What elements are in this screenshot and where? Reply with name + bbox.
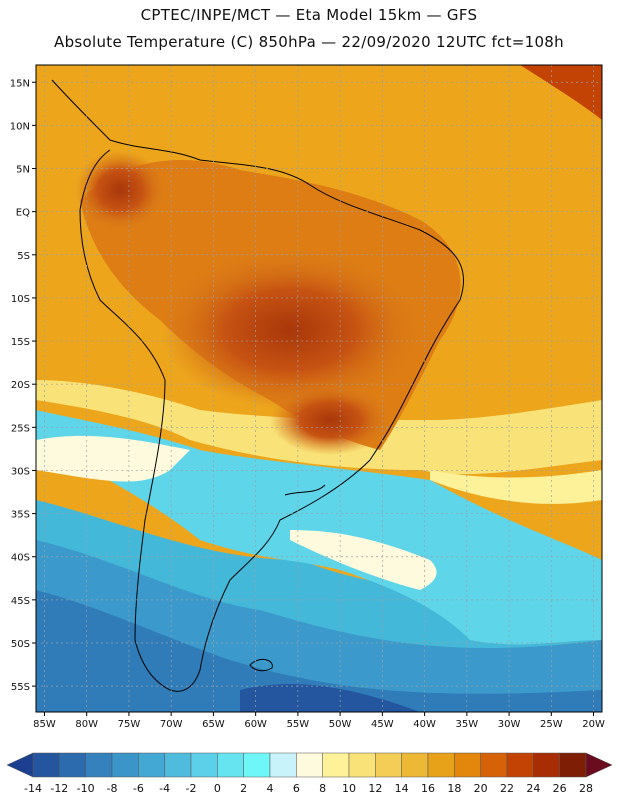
- map-frame: [35, 64, 603, 713]
- colorbar-swatch: [190, 752, 218, 778]
- lon-tick-label: 65W: [202, 719, 225, 730]
- lon-tick-label: 20W: [582, 719, 605, 730]
- colorbar-label: 28: [579, 782, 593, 795]
- colorbar-swatch: [480, 752, 508, 778]
- colorbar-swatch: [506, 752, 534, 778]
- colorbar-label: 20: [474, 782, 488, 795]
- colorbar-label: 16: [421, 782, 435, 795]
- colorbar-swatch: [217, 752, 244, 778]
- lat-tick-label: 15S: [11, 337, 30, 348]
- temperature-colorbar: -14 -12 -10 -8 -6 -4 -2 0 2 4 6 8 10 12 14 16 18 20 22 24 26…: [6, 752, 613, 795]
- map-title-line1: CPTEC/INPE/MCT — Eta Model 15km — GFS: [140, 6, 478, 24]
- longitude-ticks: 85W 80W 75W 70W 65W 60W 55W 50W 45W 40W 35W 30W 25W 2…: [33, 712, 605, 730]
- colorbar-label: 18: [447, 782, 461, 795]
- lon-tick-label: 60W: [244, 719, 267, 730]
- colorbar-swatch: [401, 752, 429, 778]
- colorbar-swatch: [533, 752, 560, 778]
- colorbar-label: 2: [240, 782, 247, 795]
- colorbar-label: 0: [214, 782, 221, 795]
- lon-tick-label: 30W: [498, 719, 521, 730]
- temperature-field: [36, 65, 602, 712]
- lat-tick-label: 5N: [16, 165, 30, 176]
- colorbar-swatch: [32, 752, 60, 778]
- lat-tick-label: 20S: [11, 380, 30, 391]
- lon-tick-label: 70W: [160, 719, 183, 730]
- colorbar-label: 4: [267, 782, 274, 795]
- coastline-outlines: [51, 79, 465, 692]
- lon-tick-label: 45W: [371, 719, 394, 730]
- colorbar-swatch: [322, 752, 350, 778]
- colorbar-label: 6: [293, 782, 300, 795]
- lat-tick-label: 10S: [11, 294, 30, 305]
- colorbar-swatch: [85, 752, 113, 778]
- lat-tick-label: 45S: [11, 596, 30, 607]
- lon-tick-label: 80W: [75, 719, 98, 730]
- lat-tick-label: 35S: [11, 510, 30, 521]
- colorbar-swatch: [454, 752, 481, 778]
- colorbar-label: -6: [133, 782, 144, 795]
- lat-tick-label: EQ: [16, 208, 30, 219]
- lat-tick-label: 55S: [11, 682, 30, 693]
- lat-tick-label: 10N: [10, 121, 30, 132]
- colorbar-swatch: [138, 752, 165, 778]
- lon-tick-label: 85W: [33, 719, 56, 730]
- colorbar-label: 12: [368, 782, 382, 795]
- colorbar-label: 10: [342, 782, 356, 795]
- colorbar-swatch: [559, 752, 587, 778]
- graticule: [36, 65, 602, 712]
- colorbar-label: -2: [186, 782, 197, 795]
- colorbar-label: -4: [159, 782, 170, 795]
- colorbar-label: 8: [319, 782, 326, 795]
- colorbar-swatch: [164, 752, 192, 778]
- lon-tick-label: 75W: [118, 719, 141, 730]
- lon-tick-label: 25W: [540, 719, 563, 730]
- colorbar-label: -14: [24, 782, 42, 795]
- colorbar-label: -10: [77, 782, 95, 795]
- colorbar-swatch: [59, 752, 86, 778]
- colorbar-min-arrow: [6, 752, 34, 778]
- lon-tick-label: 40W: [413, 719, 436, 730]
- latitude-ticks: 15N 10N 5N EQ 5S 10S 15S 20S 25S 30S 35S 40S 45S 50S 5…: [10, 78, 36, 693]
- lat-tick-label: 40S: [11, 553, 30, 564]
- colorbar-swatch: [243, 752, 271, 778]
- colorbar-label: -12: [50, 782, 68, 795]
- lon-tick-label: 35W: [456, 719, 479, 730]
- lat-tick-label: 5S: [17, 251, 30, 262]
- colorbar-swatch: [375, 752, 402, 778]
- colorbar-swatch: [348, 752, 376, 778]
- colorbar-label: -8: [107, 782, 118, 795]
- colorbar-label: 26: [553, 782, 567, 795]
- map-title-line2: Absolute Temperature (C) 850hPa — 22/09/…: [54, 33, 564, 51]
- colorbar-swatch: [427, 752, 455, 778]
- colorbar-label: 22: [500, 782, 514, 795]
- lat-tick-label: 50S: [11, 639, 30, 650]
- colorbar-swatch: [111, 752, 139, 778]
- lat-tick-label: 15N: [10, 78, 30, 89]
- colorbar-swatch: [269, 752, 297, 778]
- lon-tick-label: 55W: [287, 719, 310, 730]
- colorbar-label: 14: [395, 782, 409, 795]
- lat-tick-label: 25S: [11, 423, 30, 434]
- colorbar-swatch: [296, 752, 323, 778]
- lat-tick-label: 30S: [11, 466, 30, 477]
- colorbar-label: 24: [526, 782, 540, 795]
- lon-tick-label: 50W: [329, 719, 352, 730]
- colorbar-max-arrow: [585, 752, 613, 778]
